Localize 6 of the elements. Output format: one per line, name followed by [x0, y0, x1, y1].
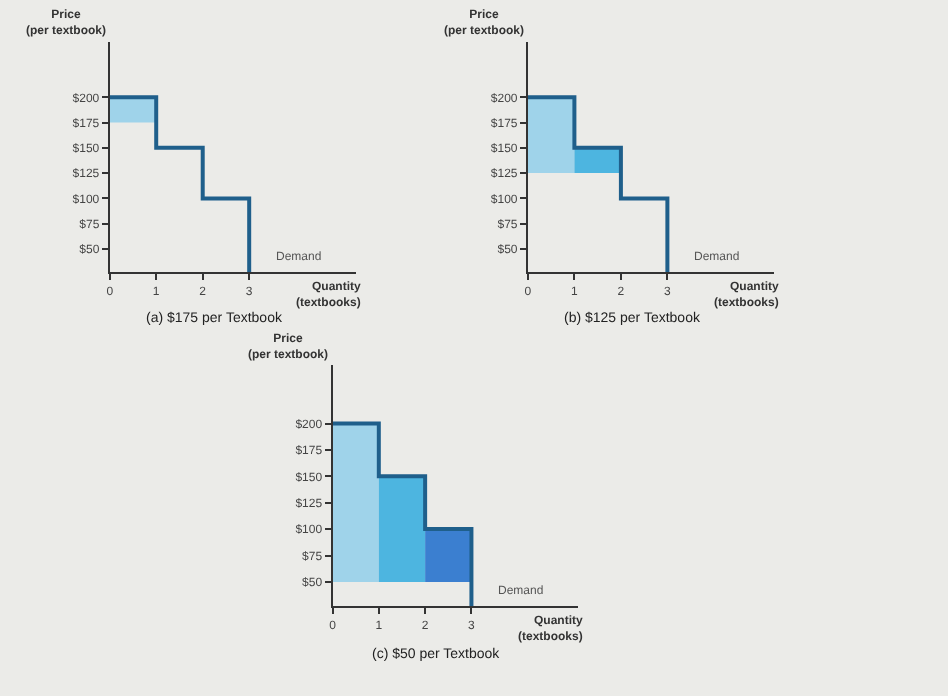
- bar: [378, 476, 426, 582]
- line-series: [527, 95, 670, 273]
- line-series: [109, 95, 252, 273]
- line-series: [332, 421, 474, 607]
- bar: [425, 529, 472, 582]
- bar: [332, 423, 379, 582]
